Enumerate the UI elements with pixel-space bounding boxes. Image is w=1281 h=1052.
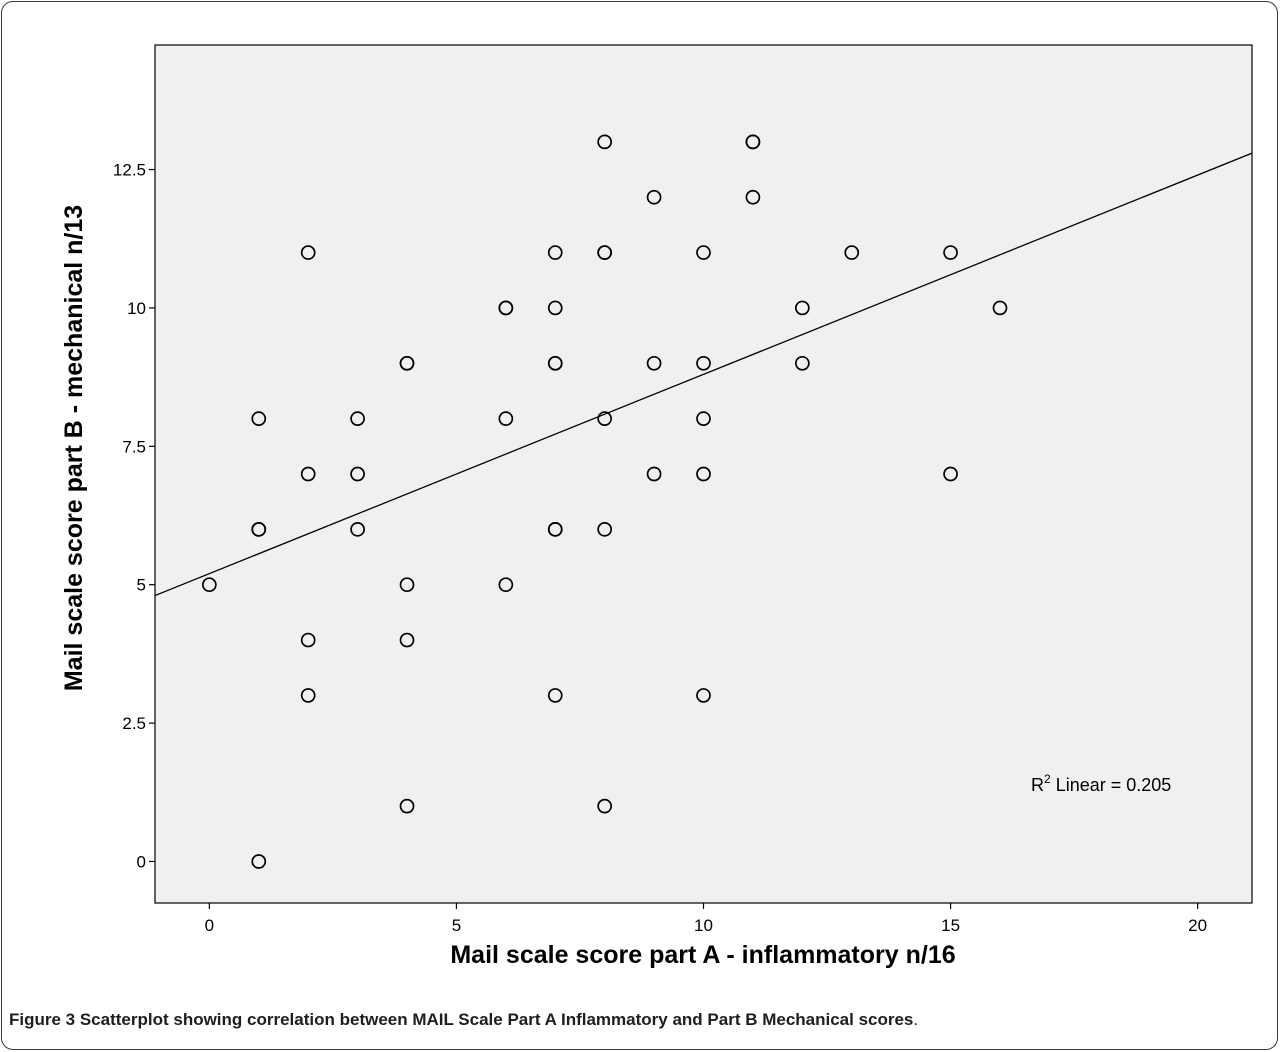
data-point [350,466,365,482]
data-point [943,466,958,482]
annotation-superscript: 2 [1044,772,1051,786]
scatter-chart: 0 5 10 15 20 0 2.5 5 7.5 10 12.5 Mail scale score… [60,44,1253,969]
data-point [745,189,761,205]
data-points [202,134,1008,869]
data-point [597,134,613,150]
data-point [646,355,662,371]
x-tick-label: 10 [694,916,713,935]
data-point [251,411,267,426]
data-point [547,355,563,371]
data-point [399,355,415,371]
x-tick-label: 15 [941,916,960,935]
data-point [597,798,613,814]
data-point [300,632,316,648]
data-point [399,798,415,814]
data-point [794,300,810,316]
y-tick-label: 0 [137,852,146,871]
data-point [202,577,217,593]
caption-period: . [913,1010,919,1029]
data-point [597,245,613,260]
y-tick-label: 12.5 [113,161,146,180]
x-tick-label: 20 [1188,916,1207,935]
annotation-value: Linear = 0.205 [1051,775,1172,795]
data-point [745,134,761,150]
y-tick-label: 5 [137,576,146,595]
fit-line-group [155,152,1252,597]
caption-text: Scatterplot showing correlation between … [75,1010,914,1029]
y-tick-label: 7.5 [122,437,146,456]
data-point [350,522,365,537]
y-axis-ticks: 0 2.5 5 7.5 10 12.5 [113,161,155,871]
data-point [992,300,1008,316]
data-point [300,466,316,482]
data-point [547,688,563,703]
data-point [399,577,415,593]
data-point [597,522,613,537]
data-point [300,688,316,703]
y-tick-label: 10 [127,299,146,318]
data-point [646,466,662,482]
data-point [547,300,563,316]
data-point [251,522,267,537]
plot-area [154,44,1253,904]
data-point [794,355,810,371]
x-tick-label: 0 [205,916,214,935]
x-tick-label: 5 [452,916,461,935]
data-point [597,411,613,426]
data-point [646,189,662,205]
regression-line [155,152,1252,597]
caption-label: Figure 3 [9,1010,76,1029]
x-axis-label: Mail scale score part A - inflammatory n… [450,941,955,969]
y-tick-label: 2.5 [122,714,146,733]
data-point [300,245,316,260]
figure-caption: Figure 3 Scatterplot showing correlation… [9,1010,918,1030]
data-point [399,632,415,648]
data-point [498,577,514,593]
data-point [251,854,267,869]
annotation-r: R [1031,775,1044,795]
data-point [696,355,711,371]
data-point [498,411,514,426]
data-point [844,245,860,260]
r-squared-annotation: R2 Linear = 0.205 [1031,772,1171,795]
data-point [696,688,711,703]
data-point [547,522,563,537]
data-point [696,245,711,260]
data-point [696,466,711,482]
data-point [943,245,958,260]
y-axis-label: Mail scale score part B - mechanical n/1… [60,205,88,691]
data-point [498,300,514,316]
data-point [350,411,365,426]
data-point [547,245,563,260]
x-axis-ticks: 0 5 10 15 20 [205,903,1207,935]
data-point [696,411,711,426]
